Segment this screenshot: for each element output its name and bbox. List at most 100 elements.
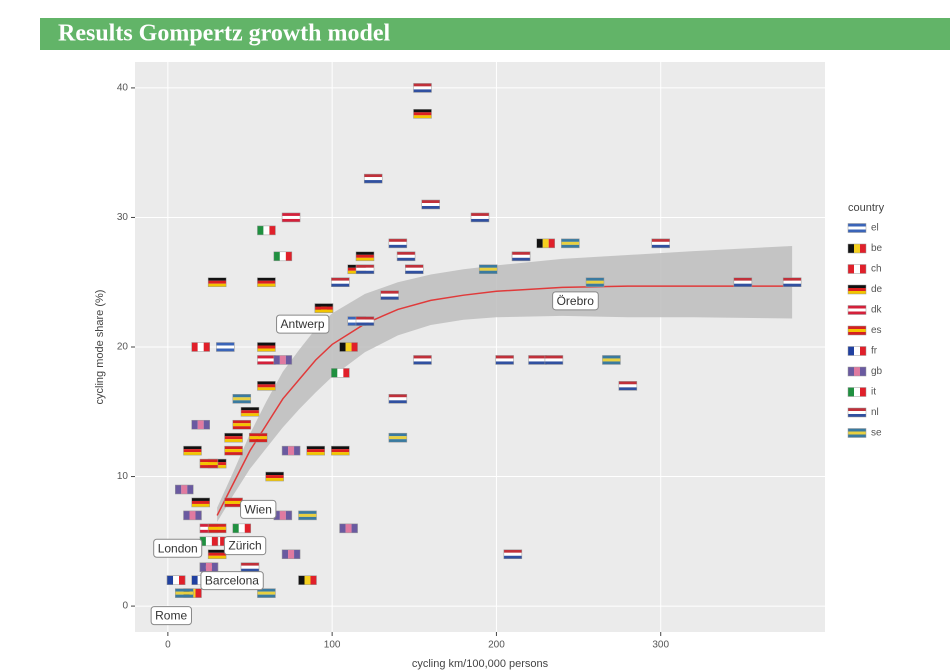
flag-border [495, 355, 514, 365]
flag-stripe [294, 446, 301, 456]
legend-label: nl [871, 407, 879, 418]
point [199, 536, 219, 547]
flag-stripe [388, 439, 407, 443]
point [175, 484, 194, 495]
flag-border [847, 387, 867, 397]
point [281, 212, 301, 223]
flag-stripe [388, 397, 407, 401]
flag-stripe [331, 449, 350, 453]
flag-stripe [288, 549, 295, 559]
point [224, 445, 243, 456]
y-tick-label: 20 [117, 342, 129, 353]
flag-stripe [257, 280, 276, 284]
flag-border [847, 284, 867, 295]
flag-stripe [273, 251, 280, 261]
flag-stripe [241, 562, 259, 566]
flag-stripe [413, 83, 432, 87]
flag-stripe [651, 238, 670, 242]
legend-key [847, 325, 867, 336]
flag-stripe [380, 290, 399, 294]
flag-stripe [257, 591, 276, 595]
flag-border [265, 471, 284, 482]
flag-stripe [224, 452, 243, 456]
annotation-text: Zürich [228, 539, 261, 553]
flag-border [314, 303, 334, 313]
point [257, 342, 276, 352]
point [257, 588, 276, 598]
flag-stripe [249, 439, 268, 443]
flag-stripe [848, 408, 866, 411]
flag-stripe [848, 229, 866, 233]
flag-stripe [208, 523, 227, 527]
flag-stripe [405, 264, 424, 268]
flag-stripe [854, 346, 860, 356]
flag-stripe [232, 523, 239, 533]
flag-stripe [471, 218, 489, 222]
flag-stripe [405, 267, 424, 271]
point [380, 290, 399, 300]
flag-stripe [860, 264, 866, 274]
flag-border [281, 445, 301, 456]
flag-stripe [503, 555, 522, 559]
flag-stripe [269, 225, 276, 235]
flag-stripe [208, 283, 227, 287]
flag-stripe [298, 510, 317, 514]
flag-stripe [388, 400, 407, 404]
flag-border [847, 407, 867, 418]
flag-stripe [542, 238, 549, 248]
flag-stripe [618, 384, 637, 388]
flag-stripe [397, 251, 416, 255]
flag-border [847, 325, 867, 336]
flag-stripe [495, 361, 514, 365]
point [240, 562, 260, 572]
legend-key [847, 243, 867, 254]
point [651, 238, 670, 249]
flag-stripe [263, 225, 270, 235]
flag-stripe [848, 367, 854, 376]
flag-stripe [602, 361, 621, 365]
flag-stripe [173, 575, 180, 585]
legend-key [847, 428, 867, 438]
point [166, 575, 186, 585]
flag-stripe [544, 355, 563, 359]
flag-border [847, 264, 867, 274]
flag-stripe [848, 288, 866, 291]
flag-stripe [733, 277, 752, 281]
flag-border [216, 342, 235, 352]
flag-stripe [561, 238, 580, 242]
point [216, 342, 235, 352]
point [331, 445, 350, 456]
flag-stripe [205, 562, 212, 572]
flag-stripe [397, 257, 416, 261]
legend-label: gb [871, 366, 883, 377]
flag-border [224, 445, 243, 456]
point [273, 510, 293, 521]
flag-stripe [175, 588, 194, 592]
flag-stripe [503, 552, 522, 556]
flag-stripe [257, 342, 276, 346]
flag-stripe [241, 407, 259, 411]
flag-border [273, 251, 293, 262]
flag-border [273, 355, 293, 365]
legend-key [847, 407, 867, 418]
flag-stripe [413, 361, 432, 365]
flag-border [207, 277, 227, 287]
flag-border [847, 346, 867, 356]
flag-stripe [860, 244, 866, 253]
flag-border [331, 445, 350, 456]
flag-stripe [405, 270, 424, 274]
flag-stripe [356, 270, 374, 274]
annotation-text: Barcelona [205, 574, 259, 588]
point [191, 419, 210, 430]
flag-border [331, 368, 350, 378]
flag-stripe [331, 452, 350, 456]
flag-stripe [854, 367, 860, 376]
flag-border [511, 251, 531, 262]
flag-stripe [783, 280, 802, 284]
flag-stripe [356, 316, 374, 320]
flag-stripe [257, 355, 276, 359]
flag-border [380, 290, 399, 300]
flag-stripe [848, 387, 854, 397]
flag-stripe [848, 264, 854, 274]
